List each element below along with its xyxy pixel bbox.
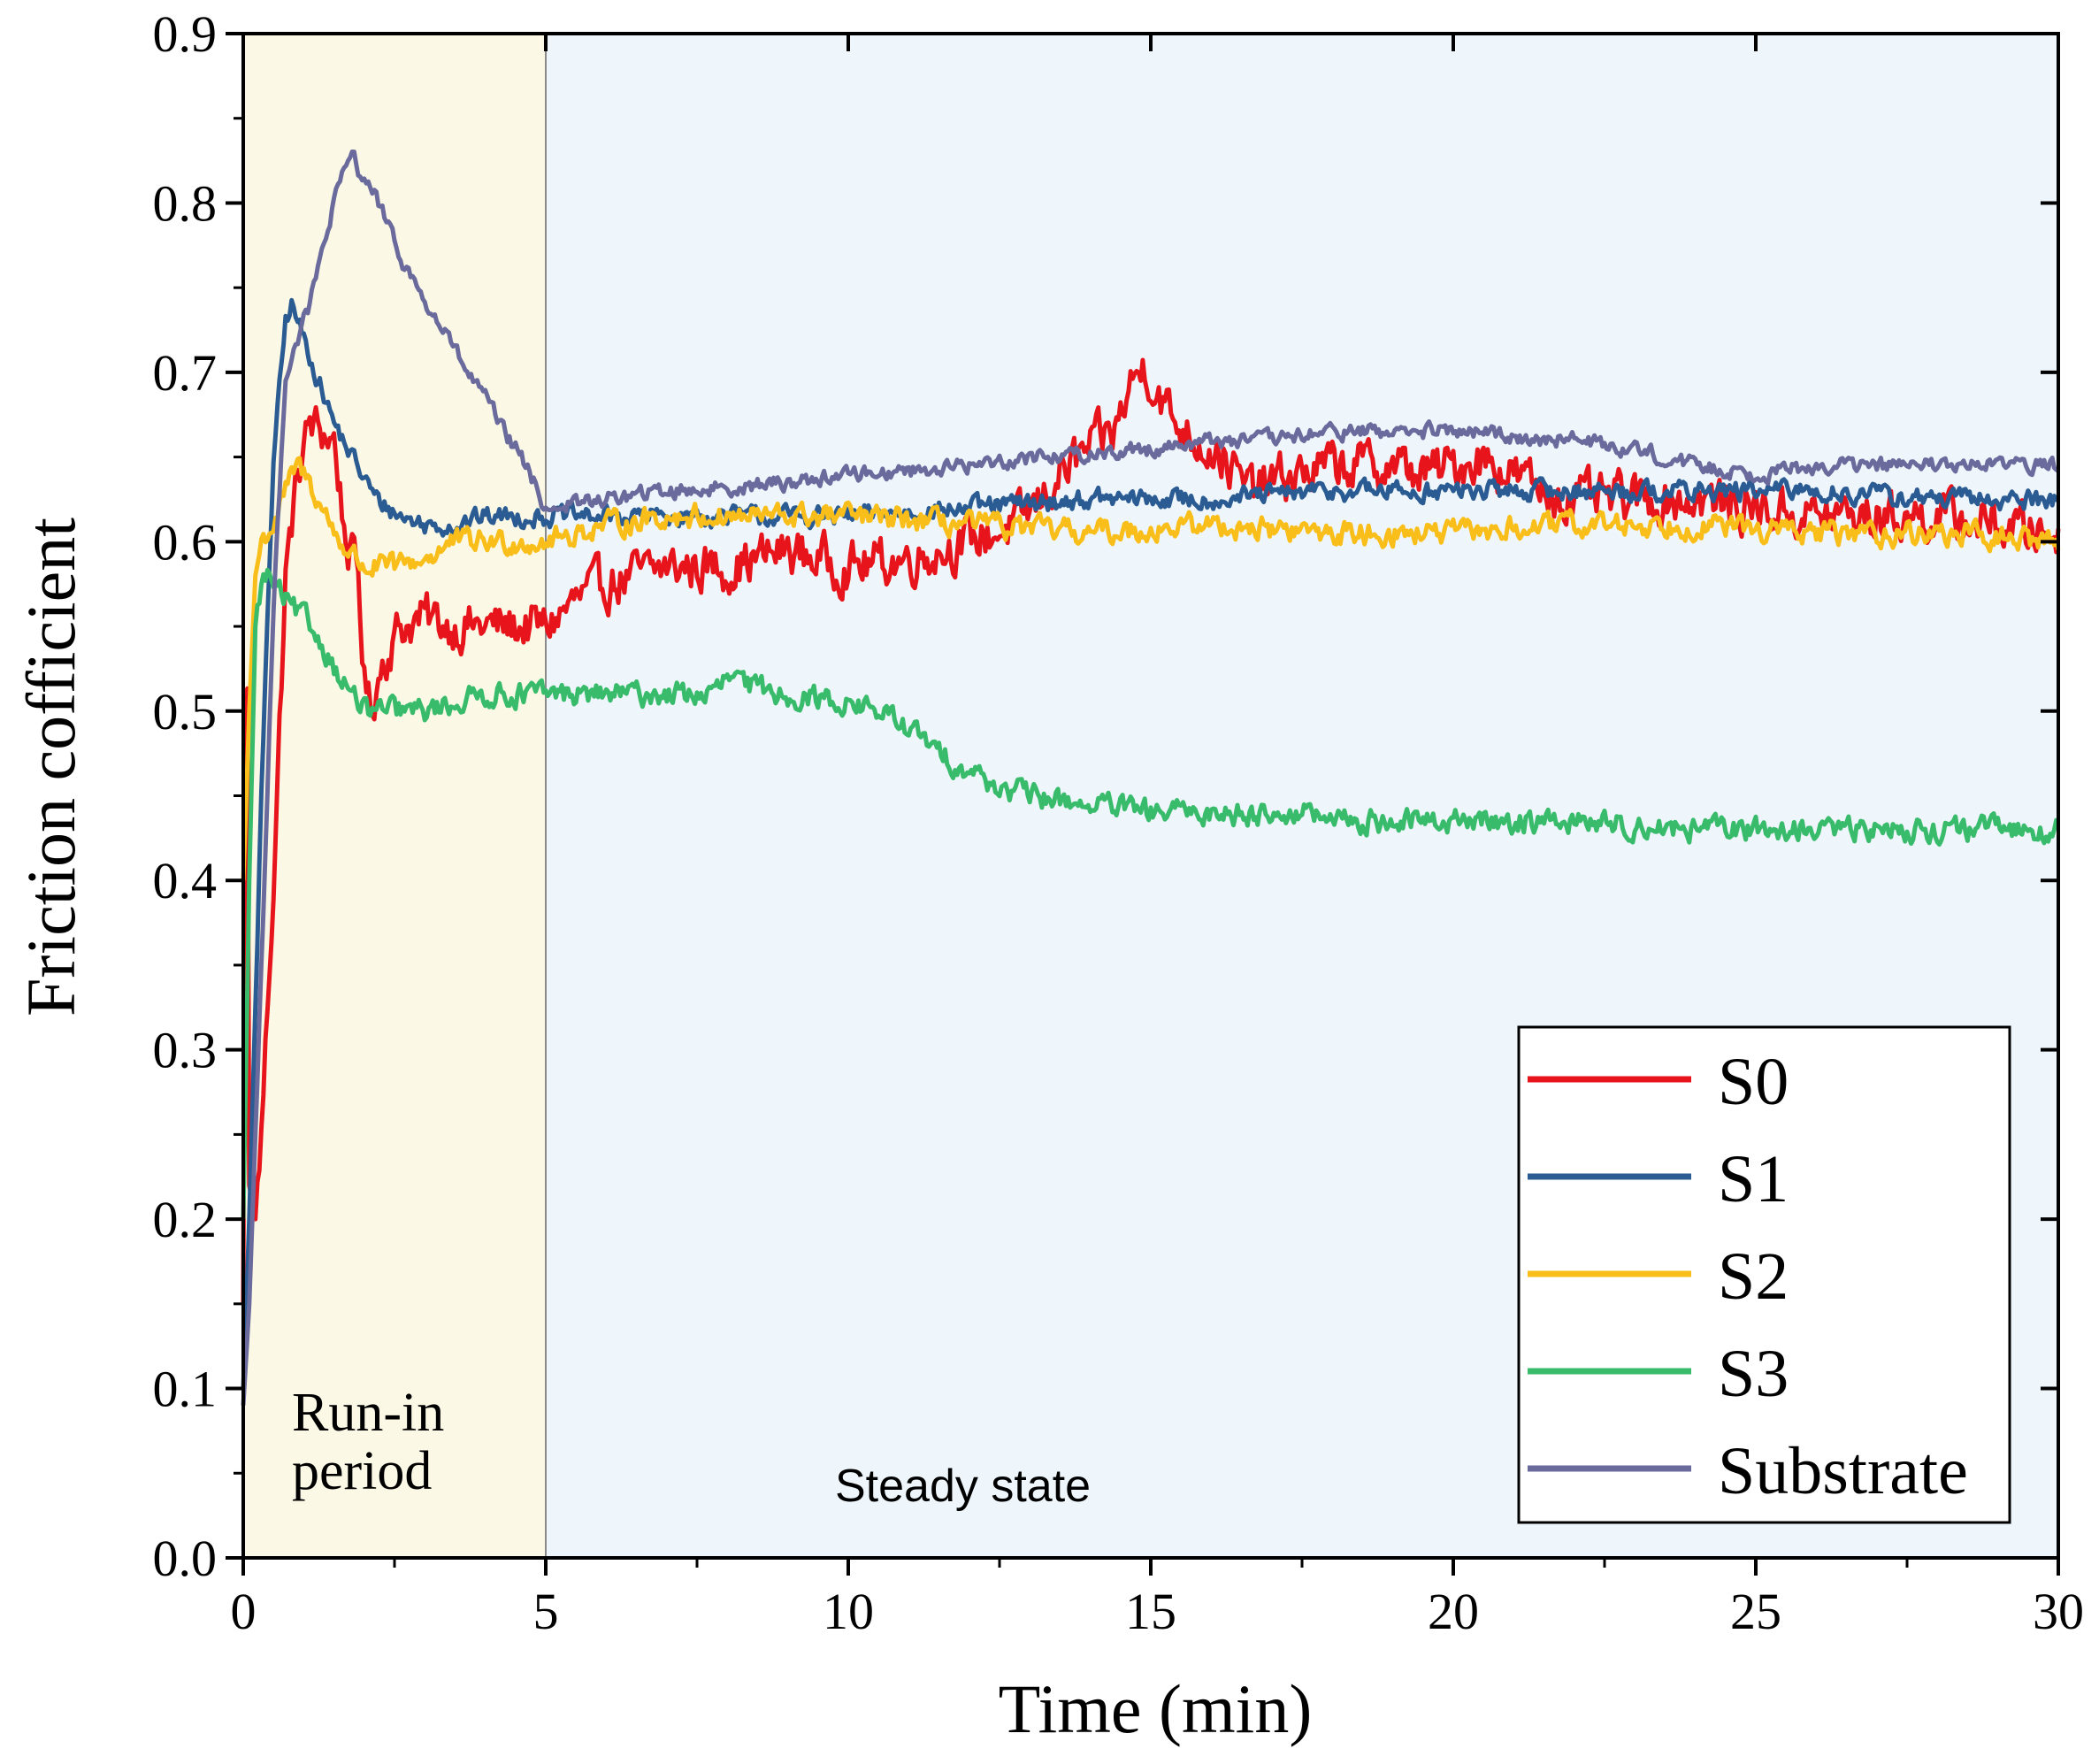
run-in-label: Run-in — [292, 1383, 444, 1443]
y-tick-label: 0.8 — [153, 174, 218, 232]
x-tick-label: 20 — [1428, 1583, 1479, 1640]
legend-label-s2: S2 — [1718, 1239, 1789, 1314]
x-tick-label: 0 — [231, 1583, 257, 1640]
y-tick-label: 0.3 — [153, 1022, 218, 1079]
x-tick-label: 10 — [823, 1583, 874, 1640]
y-tick-label: 0.1 — [153, 1361, 218, 1418]
legend: S0 S1 S2 S3 Substrate — [1517, 1025, 2011, 1524]
y-tick-label: 0.2 — [153, 1191, 218, 1248]
x-tick-label: 30 — [2033, 1583, 2084, 1640]
series-line-substrate — [241, 150, 2060, 1406]
region-run-in — [243, 34, 546, 1558]
legend-label-s1: S1 — [1718, 1142, 1789, 1216]
y-tick-label: 0.7 — [153, 344, 218, 402]
run-in-label: period — [292, 1441, 432, 1501]
series-layer — [241, 150, 2061, 1406]
y-tick-label: 0.6 — [153, 513, 218, 571]
y-tick-label: 0.4 — [153, 852, 218, 909]
x-tick-label: 25 — [1730, 1583, 1781, 1640]
y-tick-label: 0.9 — [153, 5, 218, 63]
series-line-s2 — [241, 456, 2061, 881]
x-axis-label: Time (min) — [999, 1670, 1313, 1747]
legend-label-substrate: Substrate — [1718, 1434, 1968, 1508]
axes-layer: 0 5 10 15 20 25 30 0.0 0.1 0.2 0.3 0.4 0.5 0.6 0.7 0.8 0… — [153, 5, 2085, 1640]
steady-state-label: Steady state — [835, 1461, 1091, 1512]
x-tick-label: 5 — [533, 1583, 559, 1640]
y-tick-label: 0.5 — [153, 683, 218, 740]
series-line-s1 — [241, 297, 2059, 1389]
y-tick-label: 0.0 — [153, 1530, 218, 1587]
x-tick-label: 15 — [1125, 1583, 1176, 1640]
legend-label-s3: S3 — [1718, 1337, 1789, 1411]
series-line-s3 — [241, 567, 2060, 1220]
legend-label-s0: S0 — [1718, 1045, 1789, 1119]
y-axis-label: Friction cofficient — [12, 518, 89, 1016]
